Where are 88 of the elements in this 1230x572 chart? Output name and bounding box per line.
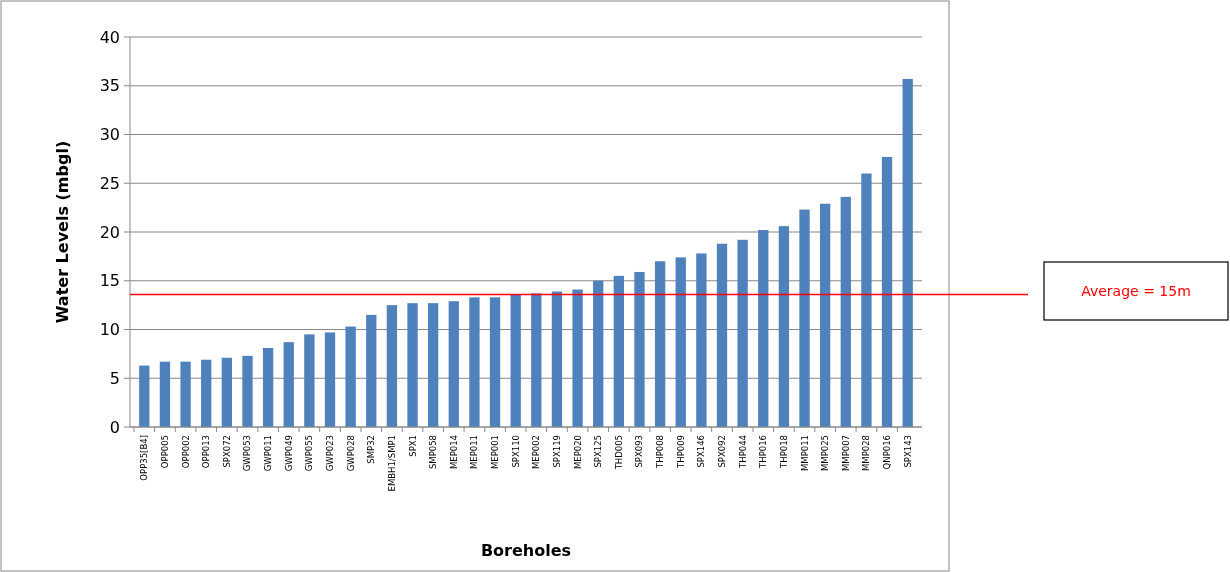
y-tick-label: 0 <box>109 417 120 437</box>
x-tick-label: SPX092 <box>716 435 727 468</box>
x-tick-label: OPP013 <box>201 435 212 469</box>
bar <box>180 361 191 427</box>
x-tick-label: THD005 <box>613 435 624 471</box>
x-tick-label: GWP055 <box>304 435 315 472</box>
bar <box>758 230 769 427</box>
bar <box>345 326 356 427</box>
bar <box>840 196 851 427</box>
bar <box>861 173 872 427</box>
bar <box>654 261 666 427</box>
bar <box>428 303 439 427</box>
bar <box>531 293 542 427</box>
x-tick-label: SPX146 <box>696 435 707 468</box>
bar <box>696 253 707 427</box>
bar <box>489 297 501 427</box>
bar <box>551 291 563 427</box>
bar <box>881 156 893 427</box>
text: Average = 15m <box>1081 282 1191 299</box>
bar <box>386 305 398 427</box>
y-tick-label: 20 <box>99 222 120 242</box>
x-tick-label: GWP053 <box>242 435 253 472</box>
x-tick-label: THP044 <box>737 435 748 469</box>
x-tick-label: THP009 <box>675 435 686 469</box>
x-tick-label: SPX125 <box>593 435 604 468</box>
x-axis-title: Boreholes <box>480 541 572 560</box>
x-tick-label: MEP014 <box>448 435 459 470</box>
x-tick-label: OPP35[B4] <box>139 435 150 481</box>
x-tick-label: SMP058 <box>428 435 439 470</box>
bar <box>737 239 748 427</box>
y-tick-label: 30 <box>99 125 120 145</box>
x-tick-label: MMP025 <box>820 435 831 472</box>
x-tick-label: MEP011 <box>469 435 480 470</box>
x-tick-label: MMP007 <box>840 435 851 472</box>
bar <box>778 226 790 427</box>
bar <box>283 342 294 427</box>
y-tick-label: 25 <box>99 173 120 193</box>
x-tick-label: OPP002 <box>180 435 191 469</box>
y-axis-title: Water Levels (mbgl) <box>53 140 72 324</box>
bar <box>613 275 624 427</box>
bar <box>634 271 645 427</box>
bar <box>242 355 253 427</box>
x-tick-label: SPX110 <box>510 435 521 468</box>
x-tick-label: THP008 <box>655 435 666 469</box>
x-tick-label: THP018 <box>778 435 789 469</box>
bar <box>716 243 728 427</box>
bar <box>820 203 831 427</box>
x-tick-label: SPX072 <box>221 435 232 468</box>
x-tick-label: MEP002 <box>531 435 542 470</box>
bar <box>675 257 686 427</box>
bar <box>262 348 274 427</box>
x-tick-label: GWP011 <box>263 435 274 472</box>
x-tick-label: SPX1 <box>407 435 418 457</box>
x-tick-label: SPX093 <box>634 435 645 468</box>
x-tick-label: THP016 <box>758 435 769 469</box>
bar <box>469 297 480 427</box>
bar <box>407 303 418 427</box>
bar <box>510 294 521 427</box>
bar <box>448 301 459 427</box>
x-tick-label: EMBH1/SMP1 <box>386 435 397 492</box>
y-tick-label: 15 <box>99 271 120 291</box>
bar <box>593 280 604 427</box>
bar <box>159 361 171 427</box>
x-tick-label: GWP049 <box>283 435 294 472</box>
bar <box>366 314 377 427</box>
x-tick-label: GWP028 <box>345 435 356 472</box>
bar <box>902 78 913 427</box>
x-tick-label: MEP001 <box>490 435 501 470</box>
bar <box>139 365 150 427</box>
x-tick-label: MMP011 <box>799 435 810 472</box>
bar <box>799 209 810 427</box>
y-tick-label: 40 <box>99 27 120 47</box>
y-tick-label: 10 <box>99 320 120 340</box>
bar <box>324 332 336 427</box>
y-tick-label: 5 <box>109 368 120 388</box>
x-tick-label: SPX119 <box>551 435 562 468</box>
x-tick-label: QNP016 <box>882 435 893 470</box>
bar <box>304 334 315 427</box>
x-tick-label: SPX143 <box>902 435 913 468</box>
x-tick-label: OPP005 <box>159 435 170 469</box>
x-tick-label: MEP020 <box>572 435 583 470</box>
x-tick-label: SMP32 <box>366 435 377 464</box>
bar <box>201 359 212 427</box>
bar <box>572 289 583 427</box>
x-tick-label: GWP023 <box>324 435 335 472</box>
x-tick-label: MMP028 <box>861 435 872 472</box>
y-tick-label: 35 <box>99 76 120 96</box>
bar <box>221 357 232 427</box>
